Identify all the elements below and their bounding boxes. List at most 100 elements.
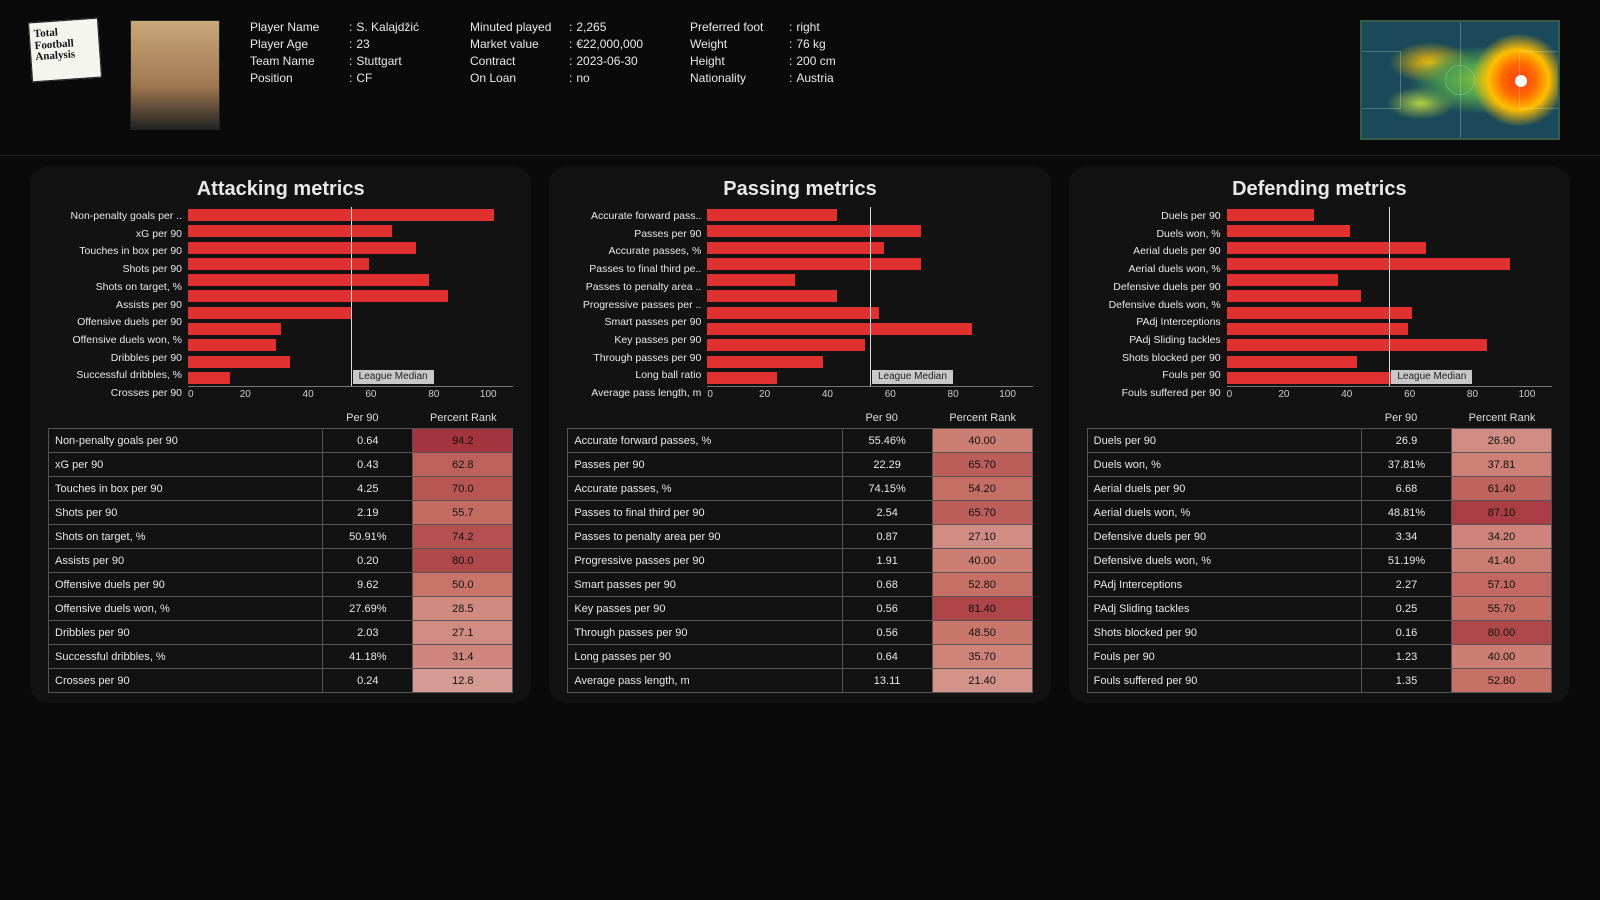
chart-row-label: Key passes per 90 [567,331,701,349]
table-row: Passes to penalty area per 900.8727.10 [568,525,1032,549]
metrics-table: Duels per 9026.926.90Duels won, %37.81%3… [1087,428,1552,693]
table-row: Non-penalty goals per 900.6494.2 [49,429,513,453]
chart-row-label: Smart passes per 90 [567,313,701,331]
table-row: Touches in box per 904.2570.0 [49,477,513,501]
metrics-table: Non-penalty goals per 900.6494.2xG per 9… [48,428,513,693]
info-row: Contract:2023-06-30 [470,54,650,68]
chart-row-label: Assists per 90 [48,296,182,314]
table-row: Assists per 900.2080.0 [49,549,513,573]
player-info: Player Name:S. KalajdžićPlayer Age:23Tea… [250,20,870,85]
chart-row-label: Offensive duels won, % [48,331,182,349]
header: Total Football Analysis Player Name:S. K… [0,0,1600,155]
table-row: Duels won, %37.81%37.81 [1087,453,1551,477]
info-row: Player Name:S. Kalajdžić [250,20,430,34]
chart-row-label: Duels per 90 [1087,207,1221,225]
bar [707,323,972,335]
table-row: Long passes per 900.6435.70 [568,645,1032,669]
table-row: Successful dribbles, %41.18%31.4 [49,645,513,669]
bar-chart: Non-penalty goals per ..xG per 90Touches… [48,207,513,402]
chart-row-label: Crosses per 90 [48,384,182,402]
table-row: Aerial duels per 906.6861.40 [1087,477,1551,501]
chart-row-label: Touches in box per 90 [48,242,182,260]
info-row: Height:200 cm [690,54,870,68]
info-row: Market value:€22,000,000 [470,37,650,51]
bar [1227,258,1510,270]
chart-row-label: Fouls suffered per 90 [1087,384,1221,402]
chart-row-label: Successful dribbles, % [48,367,182,385]
table-row: Offensive duels won, %27.69%28.5 [49,597,513,621]
table-header: Per 90Percent Rank [48,402,513,428]
bar [1227,225,1350,237]
info-row: Weight:76 kg [690,37,870,51]
info-row: On Loan:no [470,71,650,85]
bar [188,290,448,302]
chart-row-label: PAdj Sliding tackles [1087,331,1221,349]
chart-row-label: Passes per 90 [567,225,701,243]
chart-row-label: xG per 90 [48,225,182,243]
table-row: Shots on target, %50.91%74.2 [49,525,513,549]
bar [1227,290,1362,302]
bar [707,274,795,286]
metrics-table: Accurate forward passes, %55.46%40.00Pas… [567,428,1032,693]
info-row: Team Name:Stuttgart [250,54,430,68]
chart-row-label: Progressive passes per .. [567,296,701,314]
info-row: Minuted played:2,265 [470,20,650,34]
median-label: League Median [872,370,953,384]
bar [1227,242,1427,254]
bar [707,339,865,351]
bar [188,323,281,335]
bar [707,290,837,302]
chart-row-label: Offensive duels per 90 [48,313,182,331]
bar [707,209,837,221]
heatmap-wrap [1360,20,1570,140]
bar [707,356,823,368]
table-row: Accurate forward passes, %55.46%40.00 [568,429,1032,453]
table-row: Defensive duels won, %51.19%41.40 [1087,549,1551,573]
table-row: Shots blocked per 900.1680.00 [1087,621,1551,645]
bar [188,372,230,384]
table-row: Accurate passes, %74.15%54.20 [568,477,1032,501]
bar [707,242,883,254]
chart-row-label: Accurate forward pass.. [567,207,701,225]
chart-row-label: Accurate passes, % [567,242,701,260]
chart-row-label: Defensive duels per 90 [1087,278,1221,296]
bar-chart: Duels per 90Duels won, %Aerial duels per… [1087,207,1552,402]
table-row: Defensive duels per 903.3434.20 [1087,525,1551,549]
chart-row-label: Long ball ratio [567,367,701,385]
bar-chart: Accurate forward pass..Passes per 90Accu… [567,207,1032,402]
info-row: Position:CF [250,71,430,85]
logo: Total Football Analysis [28,18,102,83]
table-row: Duels per 9026.926.90 [1087,429,1551,453]
info-row: Nationality:Austria [690,71,870,85]
chart-row-label: Shots blocked per 90 [1087,349,1221,367]
chart-row-label: Non-penalty goals per .. [48,207,182,225]
table-row: Crosses per 900.2412.8 [49,669,513,693]
table-row: Fouls suffered per 901.3552.80 [1087,669,1551,693]
panels: Attacking metrics Non-penalty goals per .… [0,166,1600,703]
metrics-panel: Defending metricsDuels per 90Duels won, … [1069,166,1570,703]
panel-title: Attacking metrics [48,178,513,201]
table-row: Through passes per 900.5648.50 [568,621,1032,645]
chart-row-label: Aerial duels per 90 [1087,242,1221,260]
info-row: Preferred foot:right [690,20,870,34]
chart-row-label: Dribbles per 90 [48,349,182,367]
chart-row-label: Shots per 90 [48,260,182,278]
panel-title: Defending metrics [1087,178,1552,201]
bar [188,274,429,286]
bar [188,225,392,237]
table-row: PAdj Interceptions2.2757.10 [1087,573,1551,597]
bar [188,339,276,351]
table-row: Passes per 9022.2965.70 [568,453,1032,477]
median-label: League Median [353,370,434,384]
table-row: PAdj Sliding tackles0.2555.70 [1087,597,1551,621]
chart-row-label: Defensive duels won, % [1087,296,1221,314]
bar [707,258,921,270]
table-header: Per 90Percent Rank [567,402,1032,428]
table-row: Offensive duels per 909.6250.0 [49,573,513,597]
chart-row-label: Aerial duels won, % [1087,260,1221,278]
table-row: xG per 900.4362.8 [49,453,513,477]
chart-row-label: Passes to final third pe.. [567,260,701,278]
table-row: Shots per 902.1955.7 [49,501,513,525]
table-row: Dribbles per 902.0327.1 [49,621,513,645]
bar [1227,307,1413,319]
